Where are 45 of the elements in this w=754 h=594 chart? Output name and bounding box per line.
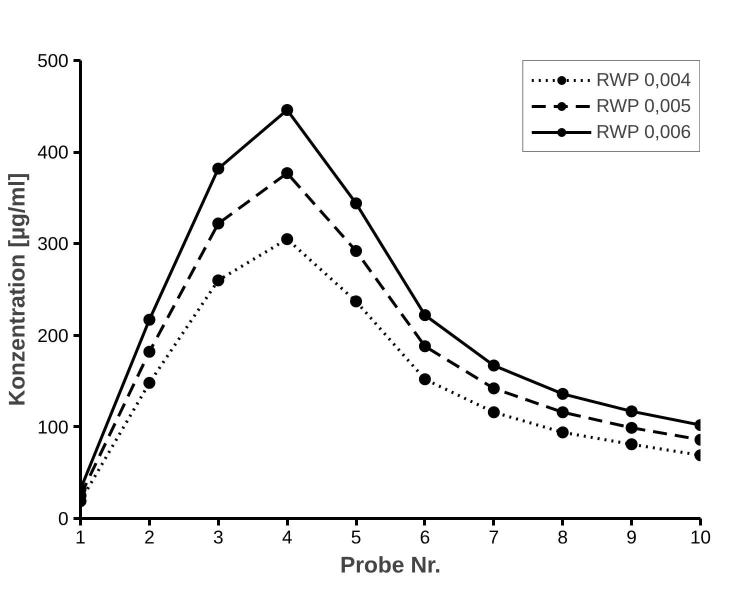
point	[488, 382, 500, 394]
x-tick-label: 5	[350, 526, 362, 548]
point	[281, 167, 294, 180]
x-tick-label: 10	[690, 526, 711, 548]
x-tick-label: 2	[144, 526, 155, 548]
point	[281, 233, 294, 246]
point	[556, 388, 569, 400]
x-tick-label: 7	[488, 526, 500, 548]
point	[143, 346, 156, 358]
point	[626, 405, 638, 418]
point	[418, 373, 431, 386]
y-tick-label: 0	[58, 508, 69, 529]
point	[556, 406, 569, 418]
point	[626, 438, 638, 450]
point	[556, 426, 569, 438]
x-tick-label: 8	[558, 526, 568, 548]
x-tick-label: 9	[626, 526, 637, 548]
point	[212, 162, 224, 175]
point	[418, 309, 431, 322]
x-tick-label: 3	[213, 526, 224, 548]
point	[281, 104, 294, 116]
point	[350, 295, 362, 308]
x-tick-label: 1	[75, 526, 86, 548]
y-tick-label: 500	[37, 50, 69, 71]
legend-label: RWP 0,006	[596, 121, 691, 143]
x-axis-title: Probe Nr.	[340, 552, 441, 578]
point	[143, 314, 156, 326]
point	[350, 245, 362, 258]
legend-label: RWP 0,005	[596, 95, 691, 117]
y-tick-label: 100	[37, 416, 69, 438]
legend-label: RWP 0,004	[596, 69, 691, 91]
point	[488, 406, 500, 418]
point	[350, 197, 362, 210]
point	[488, 360, 500, 372]
y-tick-label: 200	[37, 324, 69, 346]
x-tick-label: 4	[282, 526, 292, 548]
point	[212, 218, 224, 230]
y-tick-label: 300	[37, 233, 69, 254]
point	[418, 340, 431, 352]
point	[143, 376, 156, 389]
point	[626, 422, 638, 434]
point	[212, 274, 224, 286]
y-axis-title: Konzentration [µg/ml]	[3, 172, 30, 406]
y-tick-label: 400	[37, 142, 69, 163]
x-tick-label: 6	[420, 526, 430, 548]
